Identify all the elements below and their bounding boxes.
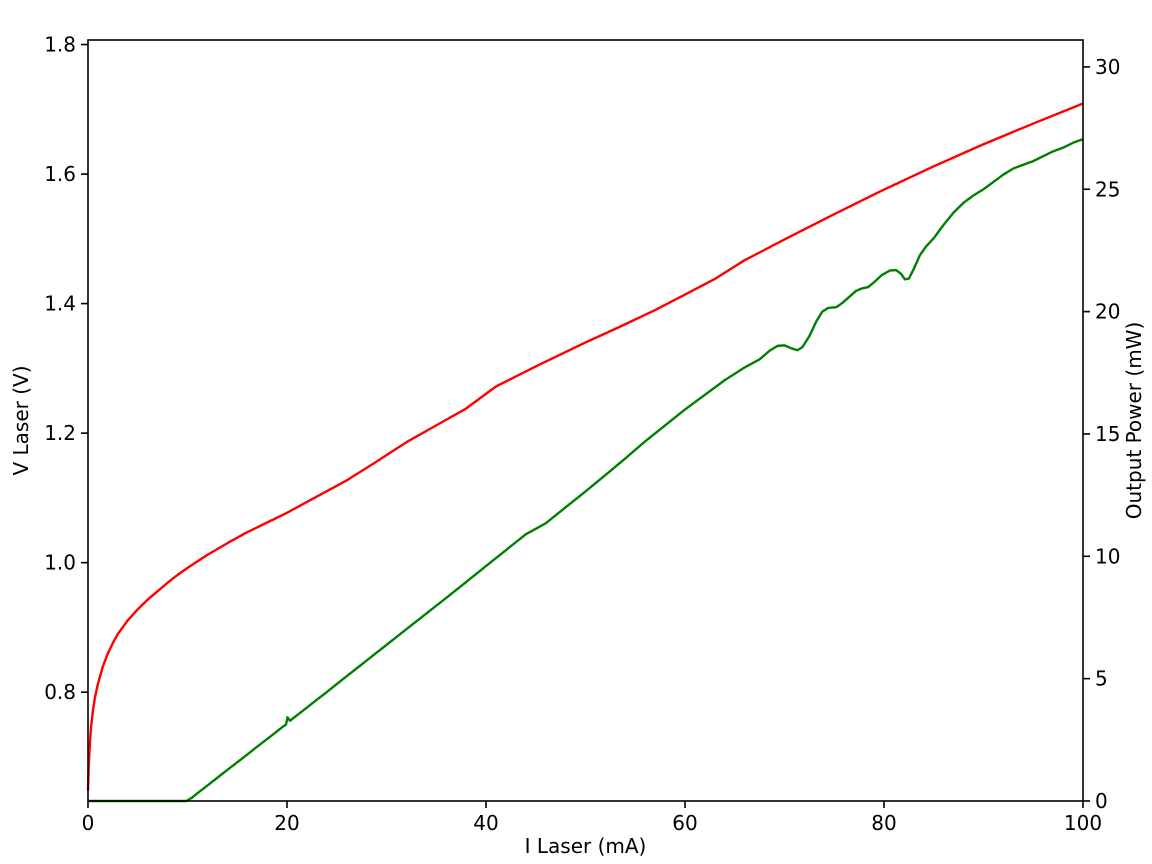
left-y-tick-label: 0.8 [44, 680, 76, 704]
right-y-tick-label: 0 [1095, 789, 1108, 813]
left-y-tick-label: 1.0 [44, 551, 76, 575]
right-y-tick-label: 25 [1095, 177, 1120, 201]
right-y-tick-label: 30 [1095, 55, 1120, 79]
x-tick-label: 80 [871, 811, 896, 835]
right-y-axis-label: Output Power (mW) [1122, 322, 1146, 520]
left-y-tick-label: 1.6 [44, 162, 76, 186]
x-tick-label: 0 [82, 811, 95, 835]
x-tick-label: 20 [274, 811, 299, 835]
x-tick-label: 40 [473, 811, 498, 835]
right-y-tick-label: 20 [1095, 300, 1120, 324]
power-curve [88, 137, 1084, 803]
x-axis-label: I Laser (mA) [525, 834, 647, 858]
left-y-tick-label: 1.8 [44, 33, 76, 57]
right-y-tick-label: 5 [1095, 667, 1108, 691]
left-y-axis-label: V Laser (V) [9, 365, 33, 475]
ticks-layer [81, 43, 1090, 808]
plot-spines [87, 39, 1084, 802]
voltage-curve [86, 102, 1084, 791]
axes-layer [87, 39, 1084, 802]
left-y-tick-label: 1.4 [44, 292, 76, 316]
right-y-tick-label: 15 [1095, 422, 1120, 446]
right-y-tick-label: 10 [1095, 544, 1120, 568]
left-y-tick-label: 1.2 [44, 421, 76, 445]
x-tick-label: 60 [672, 811, 697, 835]
curves-layer [86, 102, 1084, 803]
tick-labels-layer: 0 20 40 60 80 100 0.8 1.0 1.2 1.4 1.6 1.8 0 5 10 15 20 25… [44, 33, 1120, 835]
x-tick-label: 100 [1064, 811, 1102, 835]
